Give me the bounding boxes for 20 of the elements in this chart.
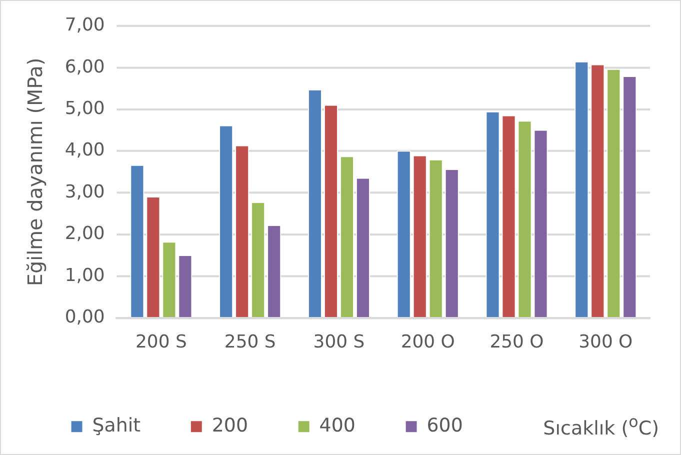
x-tick-label: 300 O	[578, 331, 633, 352]
y-tick-label: 6,00	[64, 56, 105, 78]
x-tick-label: 300 S	[313, 331, 365, 352]
y-tick-label: 5,00	[64, 98, 105, 119]
x-axis-title: Sıcaklık ($^{o}$C)	[543, 412, 659, 440]
y-tick-label: 3,00	[64, 181, 105, 202]
legend-label: 400	[319, 414, 356, 437]
x-tick-label: 200 S	[136, 331, 187, 352]
x-tick-label: 200 O	[400, 331, 455, 352]
legend-label: 600	[426, 414, 463, 437]
x-tick-label: 250 S	[224, 331, 276, 352]
y-tick-label: 1,00	[64, 264, 105, 286]
legend-label: Şahit	[92, 414, 141, 437]
y-tick-label: 0,00	[64, 306, 105, 328]
y-tick-label: 7,00	[64, 14, 105, 36]
legend-label: 200	[212, 414, 248, 437]
y-axis-title: Eğilme dayanımı (MPa)	[24, 58, 48, 286]
y-tick-label: 2,00	[64, 223, 105, 244]
y-tick-label: 4,00	[64, 140, 105, 161]
x-tick-label: 250 O	[490, 331, 544, 352]
